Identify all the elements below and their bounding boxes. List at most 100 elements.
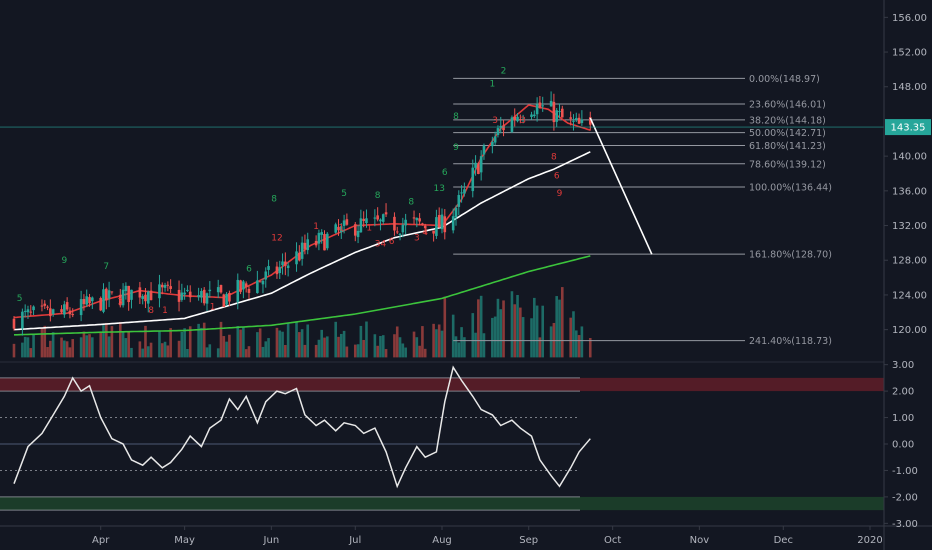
candle-body[interactable] [519,119,522,121]
candle-body[interactable] [102,289,105,312]
candle-body[interactable] [460,192,463,194]
candle-body[interactable] [144,294,147,302]
candle-body[interactable] [454,207,458,218]
candle-body[interactable] [421,223,424,225]
candle-body[interactable] [516,116,519,122]
candle-body[interactable] [588,117,592,125]
candle-body[interactable] [334,224,337,233]
candle-body[interactable] [521,118,525,120]
candle-body[interactable] [65,302,69,310]
candle-body[interactable] [555,110,558,122]
candle-body[interactable] [21,311,24,329]
candle-body[interactable] [353,224,357,236]
candle-body[interactable] [314,240,318,246]
candle-body[interactable] [440,214,444,230]
candle-body[interactable] [46,306,49,308]
candle-body[interactable] [163,285,167,288]
candle-body[interactable] [471,167,475,192]
candle-body[interactable] [284,261,287,266]
candle-body[interactable] [491,141,494,147]
candle-body[interactable] [99,297,103,311]
candle-body[interactable] [443,216,447,233]
candle-body[interactable] [85,296,89,305]
candle-body[interactable] [236,279,240,302]
candle-body[interactable] [71,314,75,316]
candle-body[interactable] [267,266,270,270]
candle-body[interactable] [278,267,282,273]
candle-body[interactable] [549,100,553,107]
candle-body[interactable] [474,162,477,168]
candle-body[interactable] [130,289,133,300]
candle-body[interactable] [146,291,150,304]
candle-body[interactable] [121,289,125,306]
time-axis[interactable]: Apr May Jun Jul Aug Sep Oct Nov Dec 2020 [92,526,883,546]
candle-body[interactable] [295,251,298,265]
candle-body[interactable] [326,233,329,249]
moving-average-line[interactable] [14,255,591,336]
price-axis[interactable]: 143.35 156.00 152.00 148.00 140.00 136.00 132.… [884,13,931,336]
candle-body[interactable] [580,119,584,123]
candle-body[interactable] [228,292,231,302]
candle-body[interactable] [202,289,206,304]
candle-body[interactable] [160,284,164,288]
candle-body[interactable] [560,108,564,118]
candle-body[interactable] [533,114,536,117]
candle-body[interactable] [541,105,545,107]
candle-body[interactable] [124,285,128,292]
candle-body[interactable] [320,232,324,235]
candle-body[interactable] [418,218,421,222]
candle-body[interactable] [477,164,480,174]
candle-body[interactable] [298,252,301,261]
candle-body[interactable] [32,306,35,311]
candle-body[interactable] [180,292,184,300]
candle-body[interactable] [552,101,556,123]
candle-body[interactable] [558,111,561,113]
moving-average-line[interactable] [13,151,591,331]
candle-body[interactable] [300,242,304,259]
candle-body[interactable] [261,280,265,285]
candle-body[interactable] [359,218,363,233]
candle-body[interactable] [281,261,284,266]
candle-body[interactable] [51,309,55,315]
candle-body[interactable] [256,280,259,294]
candle-body[interactable] [317,232,321,244]
candle-body[interactable] [323,234,326,251]
candle-body[interactable] [247,288,251,293]
candle-body[interactable] [197,295,200,298]
candle-body[interactable] [479,156,483,173]
candle-body[interactable] [502,125,505,131]
candle-body[interactable] [216,287,220,293]
candle-body[interactable] [166,284,170,286]
candle-body[interactable] [463,189,466,194]
candle-body[interactable] [264,271,268,280]
candle-body[interactable] [177,289,181,302]
candle-body[interactable] [118,294,122,306]
candle-body[interactable] [88,297,91,304]
candle-body[interactable] [535,104,539,115]
candle-body[interactable] [149,290,153,301]
candle-body[interactable] [107,290,111,299]
candle-body[interactable] [345,219,349,225]
candle-body[interactable] [381,214,385,222]
candle-body[interactable] [105,288,108,301]
candle-body[interactable] [158,284,161,299]
candle-body[interactable] [574,118,578,120]
candle-body[interactable] [29,311,33,313]
candle-body[interactable] [286,265,290,269]
candle-body[interactable] [138,287,142,298]
candle-body[interactable] [379,219,382,222]
candle-body[interactable] [219,285,223,293]
candle-body[interactable] [49,308,52,317]
candle-body[interactable] [303,242,307,249]
candle-body[interactable] [412,217,416,219]
candle-body[interactable] [239,280,242,292]
candle-body[interactable] [141,296,144,299]
candle-body[interactable] [258,281,262,283]
candle-body[interactable] [401,224,405,233]
candle-body[interactable] [200,290,203,298]
candle-body[interactable] [12,318,16,329]
candle-body[interactable] [68,310,72,315]
projection-line[interactable] [589,117,653,255]
candle-body[interactable] [437,215,441,228]
candle-body[interactable] [306,239,310,251]
